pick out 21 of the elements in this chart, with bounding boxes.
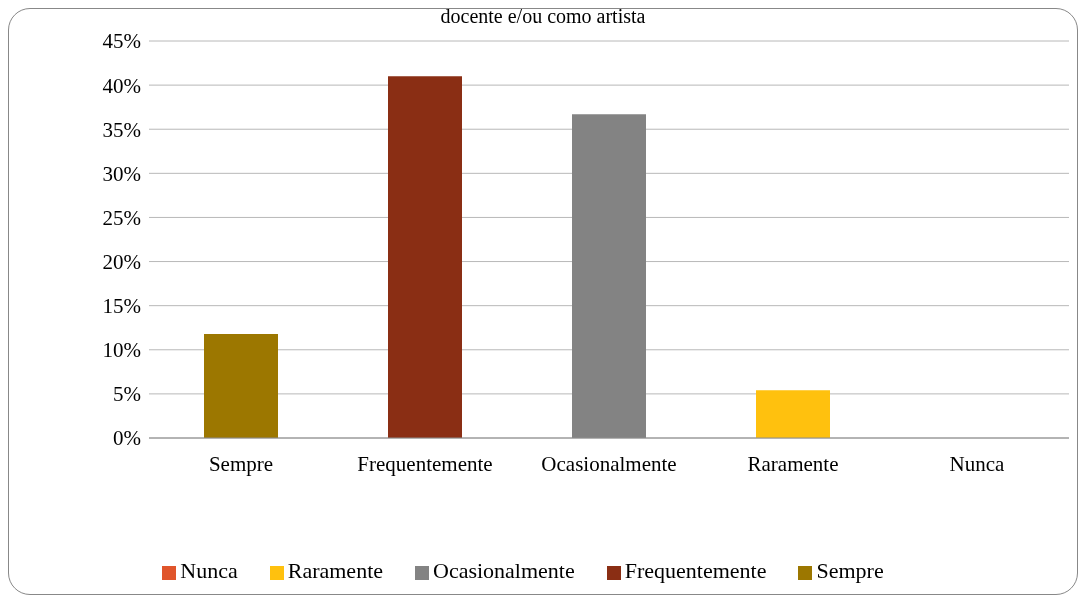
legend-label: Ocasionalmente xyxy=(433,558,575,583)
y-tick-label: 25% xyxy=(102,205,141,230)
legend-label: Frequentemente xyxy=(624,558,767,583)
y-tick-label: 40% xyxy=(102,73,141,98)
legend-label: Nunca xyxy=(180,558,238,583)
x-tick-label: Frequentemente xyxy=(357,451,493,476)
y-tick-label: 35% xyxy=(102,117,141,142)
y-tick-label: 45% xyxy=(102,29,141,54)
legend-label: Raramente xyxy=(287,558,384,583)
y-tick-label: 5% xyxy=(113,382,141,407)
y-tick-label: 15% xyxy=(102,294,141,319)
x-tick-label: Ocasionalmente xyxy=(541,451,677,476)
chart-title: docente e/ou como artista xyxy=(439,5,647,28)
y-tick-label: 20% xyxy=(102,250,141,275)
x-tick-label: Sempre xyxy=(208,451,274,476)
y-tick-label: 0% xyxy=(113,426,141,451)
legend-label: Sempre xyxy=(816,558,884,583)
x-tick-label: Nunca xyxy=(949,451,1006,476)
y-tick-label: 10% xyxy=(102,338,141,363)
x-tick-label: Raramente xyxy=(747,451,839,476)
y-tick-label: 30% xyxy=(102,161,141,186)
